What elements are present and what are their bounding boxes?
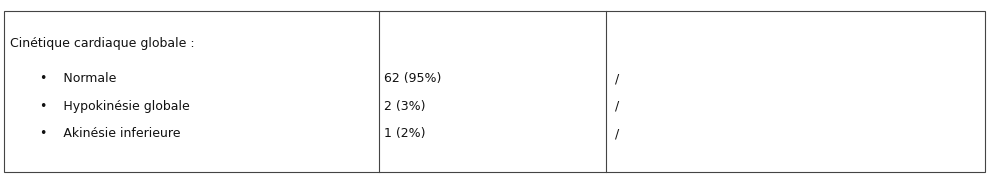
Bar	[4, 11, 985, 172]
Text: 62 (95%): 62 (95%)	[384, 72, 441, 85]
Text: •    Hypokinésie globale: • Hypokinésie globale	[40, 100, 189, 113]
Text: /: /	[615, 100, 619, 113]
Text: Cinétique cardiaque globale :: Cinétique cardiaque globale :	[10, 37, 195, 51]
Text: /: /	[615, 72, 619, 85]
Text: 2 (3%): 2 (3%)	[384, 100, 425, 113]
Text: •    Akinésie inferieure: • Akinésie inferieure	[40, 127, 180, 140]
Text: •    Normale: • Normale	[40, 72, 116, 85]
Text: 1 (2%): 1 (2%)	[384, 127, 425, 140]
Text: /: /	[615, 127, 619, 140]
